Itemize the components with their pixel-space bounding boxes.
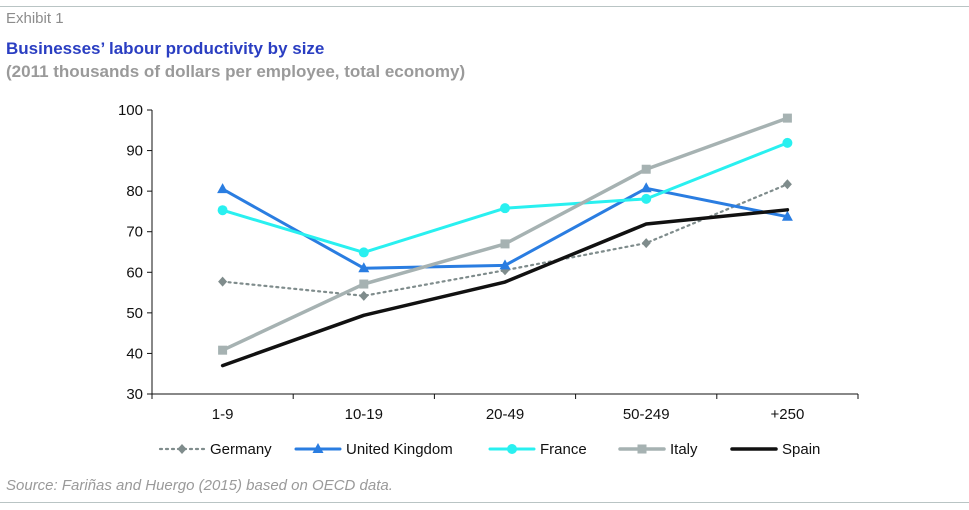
legend-item-spain: Spain [730, 441, 820, 458]
data-point-italy [359, 279, 369, 289]
series-line-united-kingdom [221, 186, 789, 270]
y-tick-label: 30 [126, 386, 143, 403]
exhibit-label: Exhibit 1 [6, 10, 64, 27]
x-tick-label: +250 [771, 406, 805, 423]
data-point-germany [218, 276, 228, 287]
data-point-italy [782, 113, 792, 123]
y-tick-label: 70 [126, 224, 143, 241]
data-point-france [217, 205, 228, 216]
chart-title: Businesses’ labour productivity by size [6, 39, 325, 58]
legend-marker-germany [177, 444, 187, 454]
legend-item-united-kingdom: United Kingdom [294, 441, 453, 458]
data-point-france [641, 193, 652, 204]
y-tick-label: 90 [126, 143, 143, 160]
legend: Germany United Kingdom France Italy Spain [158, 441, 820, 458]
data-point-united-kingdom [781, 210, 793, 221]
data-point-united-kingdom [640, 182, 652, 193]
data-point-united-kingdom [499, 259, 511, 270]
series-united-kingdom [217, 182, 793, 273]
legend-item-france: France [488, 441, 587, 458]
legend-label-germany: Germany [210, 441, 272, 458]
y-tick-label: 40 [126, 345, 143, 362]
data-point-france [782, 137, 793, 148]
bottom-rule [0, 502, 969, 503]
series-line-germany [221, 183, 789, 297]
data-point-united-kingdom [358, 262, 370, 273]
top-rule [0, 6, 969, 7]
x-tick-label: 1-9 [212, 406, 234, 423]
data-point-united-kingdom [217, 183, 229, 194]
series-germany [218, 179, 792, 301]
legend-label-united-kingdom: United Kingdom [346, 441, 453, 458]
legend-label-spain: Spain [782, 441, 820, 458]
axes: 30 40 50 60 70 80 90 100 1-9 10-19 20-49 50-249 +250 [118, 102, 859, 423]
legend-marker-united-kingdom [312, 443, 324, 453]
source-note: Source: Fariñas and Huergo (2015) based … [6, 477, 393, 494]
series-line-spain [220, 208, 790, 368]
series-group [217, 113, 793, 368]
y-tick-label: 100 [118, 102, 143, 119]
legend-marker-italy [637, 444, 647, 454]
y-tick-label: 60 [126, 264, 143, 281]
y-tick-label: 80 [126, 183, 143, 200]
legend-item-italy: Italy [618, 441, 698, 458]
data-point-italy [218, 345, 228, 355]
data-point-italy [641, 164, 651, 174]
legend-label-france: France [540, 441, 587, 458]
series-italy [218, 113, 792, 355]
data-point-italy [500, 239, 510, 249]
data-point-france [500, 203, 510, 214]
legend-marker-france [507, 444, 517, 454]
chart-subtitle: (2011 thousands of dollars per employee,… [6, 62, 466, 81]
series-spain [220, 208, 790, 368]
data-point-germany [782, 179, 792, 190]
x-tick-label: 50-249 [623, 406, 670, 423]
data-point-germany [359, 290, 369, 301]
data-point-germany [641, 238, 651, 249]
y-tick-label: 50 [126, 305, 143, 322]
x-tick-label: 20-49 [486, 406, 524, 423]
data-point-france [358, 247, 369, 258]
legend-item-germany: Germany [158, 441, 272, 458]
series-france [217, 137, 793, 258]
series-line-france [221, 141, 789, 254]
legend-label-italy: Italy [670, 441, 698, 458]
x-tick-label: 10-19 [345, 406, 383, 423]
